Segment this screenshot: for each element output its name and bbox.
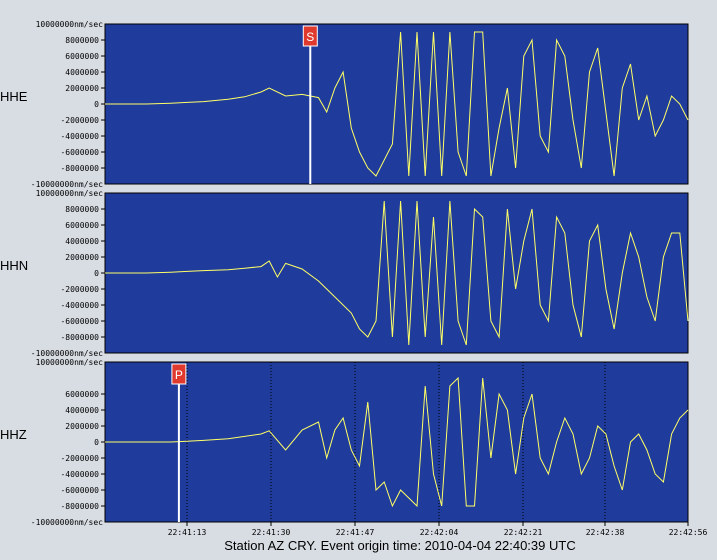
y-tick-label: -8000000 xyxy=(60,502,99,511)
y-tick-label: 2000000 xyxy=(65,84,99,93)
x-tick-label: 22:41:47 xyxy=(336,528,375,537)
y-tick-label: -4000000 xyxy=(60,470,99,479)
y-tick-label: -4000000 xyxy=(60,132,99,141)
chart-caption: Station AZ CRY. Event origin time: 2010-… xyxy=(224,538,576,553)
channel-label: HHE xyxy=(0,89,28,104)
y-tick-label: 0 xyxy=(94,100,99,109)
y-top-label: 10000000nm/sec xyxy=(36,20,104,29)
phase-marker-box xyxy=(171,363,187,385)
y-tick-label: 0 xyxy=(94,438,99,447)
x-tick-label: 22:41:13 xyxy=(168,528,207,537)
y-tick-label: -8000000 xyxy=(60,164,99,173)
y-tick-label: -2000000 xyxy=(60,285,99,294)
plot-area-hhe xyxy=(104,23,689,185)
y-tick-label: -2000000 xyxy=(60,454,99,463)
y-tick-label: 8000000 xyxy=(65,36,99,45)
plot-area-hhz xyxy=(104,361,689,523)
channel-label: HHZ xyxy=(0,427,27,442)
x-tick-label: 22:42:21 xyxy=(504,528,543,537)
x-tick-label: 22:42:04 xyxy=(420,528,459,537)
y-tick-label: -2000000 xyxy=(60,116,99,125)
y-tick-label: 0 xyxy=(94,269,99,278)
y-bottom-label: -10000000nm/sec xyxy=(31,518,103,527)
y-tick-label: 4000000 xyxy=(65,237,99,246)
y-tick-label: -6000000 xyxy=(60,486,99,495)
y-tick-label: 4000000 xyxy=(65,68,99,77)
waveform-hhz xyxy=(105,376,689,508)
y-top-label: 10000000nm/sec xyxy=(36,189,104,198)
y-tick-label: -6000000 xyxy=(60,317,99,326)
waveform-hhe xyxy=(105,31,689,177)
x-tick-label: 22:41:30 xyxy=(252,528,291,537)
phase-marker-box xyxy=(302,25,318,47)
y-tick-label: 6000000 xyxy=(65,52,99,61)
y-bottom-label: -10000000nm/sec xyxy=(31,349,103,358)
y-tick-label: 2000000 xyxy=(65,253,99,262)
y-top-label: 10000000nm/sec xyxy=(36,358,104,367)
y-tick-label: 6000000 xyxy=(65,390,99,399)
y-tick-label: -6000000 xyxy=(60,148,99,157)
x-tick-label: 22:42:38 xyxy=(586,528,625,537)
channel-label: HHN xyxy=(0,258,28,273)
y-tick-label: 6000000 xyxy=(65,221,99,230)
waveform-hhn xyxy=(105,200,689,346)
phase-marker-label: P xyxy=(175,368,183,382)
x-tick-label: 22:42:56 xyxy=(669,528,708,537)
y-tick-label: -8000000 xyxy=(60,333,99,342)
y-tick-label: 8000000 xyxy=(65,205,99,214)
y-tick-label: -4000000 xyxy=(60,301,99,310)
phase-marker-label: S xyxy=(306,30,314,44)
y-bottom-label: -10000000nm/sec xyxy=(31,180,103,189)
y-tick-label: 2000000 xyxy=(65,422,99,431)
y-tick-label: 4000000 xyxy=(65,406,99,415)
